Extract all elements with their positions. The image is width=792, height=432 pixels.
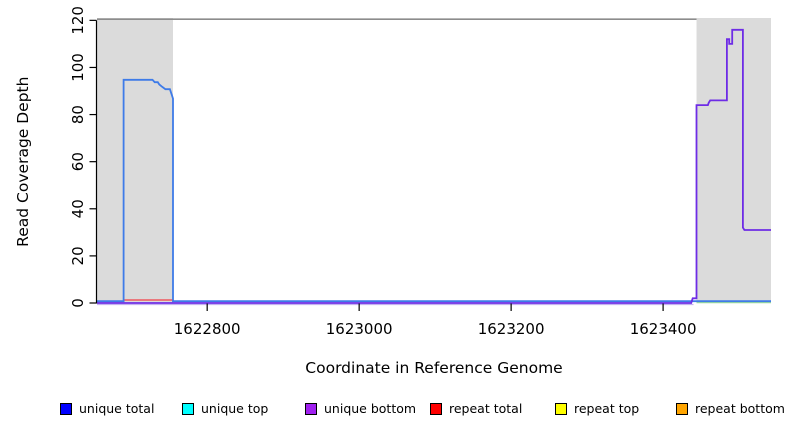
y-tick-label: 100	[69, 53, 87, 82]
repeat-region-shade	[696, 18, 771, 303]
x-tick-label: 1623200	[478, 320, 545, 338]
y-tick-label: 0	[69, 298, 87, 308]
series-unique-bottom	[97, 28, 771, 304]
legend-item-repeat-total: repeat total	[430, 402, 522, 415]
legend-label: repeat bottom	[695, 401, 785, 416]
legend-swatch-repeat-bottom	[676, 402, 688, 415]
legend-label: unique total	[79, 401, 155, 416]
legend-label: repeat top	[574, 401, 640, 416]
legend-label: repeat total	[449, 401, 523, 416]
legend: unique total unique top unique bottom re…	[0, 0, 792, 415]
legend-swatch-unique-bottom	[305, 402, 317, 415]
y-tick-label: 120	[69, 6, 87, 35]
repeat-region-shade	[97, 18, 173, 303]
legend-item-unique-total: unique total	[60, 402, 154, 415]
x-tick-label: 1622800	[174, 320, 241, 338]
y-axis-title: Read Coverage Depth	[14, 77, 32, 247]
legend-swatch-repeat-top	[555, 402, 567, 415]
legend-item-repeat-top: repeat top	[555, 402, 639, 415]
legend-item-unique-bottom: unique bottom	[305, 402, 416, 415]
legend-label: unique top	[201, 401, 269, 416]
x-axis-title: Coordinate in Reference Genome	[305, 359, 562, 377]
y-tick-label: 60	[69, 152, 87, 171]
legend-item-unique-top: unique top	[182, 402, 268, 415]
y-tick-label: 20	[69, 246, 87, 265]
x-tick-label: 1623000	[326, 320, 393, 338]
legend-item-repeat-bottom: repeat bottom	[676, 402, 785, 415]
x-tick-label: 1623400	[630, 320, 697, 338]
legend-swatch-unique-total	[60, 402, 72, 415]
y-tick-label: 40	[69, 199, 87, 218]
legend-swatch-repeat-total	[430, 402, 442, 415]
y-tick-label: 80	[69, 105, 87, 124]
coverage-plot: 0 20 40 60 80 100 120 1622800 1623000 1623200 1623…	[14, 6, 771, 377]
series-unique-total	[97, 78, 771, 303]
legend-swatch-unique-top	[182, 402, 194, 415]
legend-label: unique bottom	[324, 401, 417, 416]
